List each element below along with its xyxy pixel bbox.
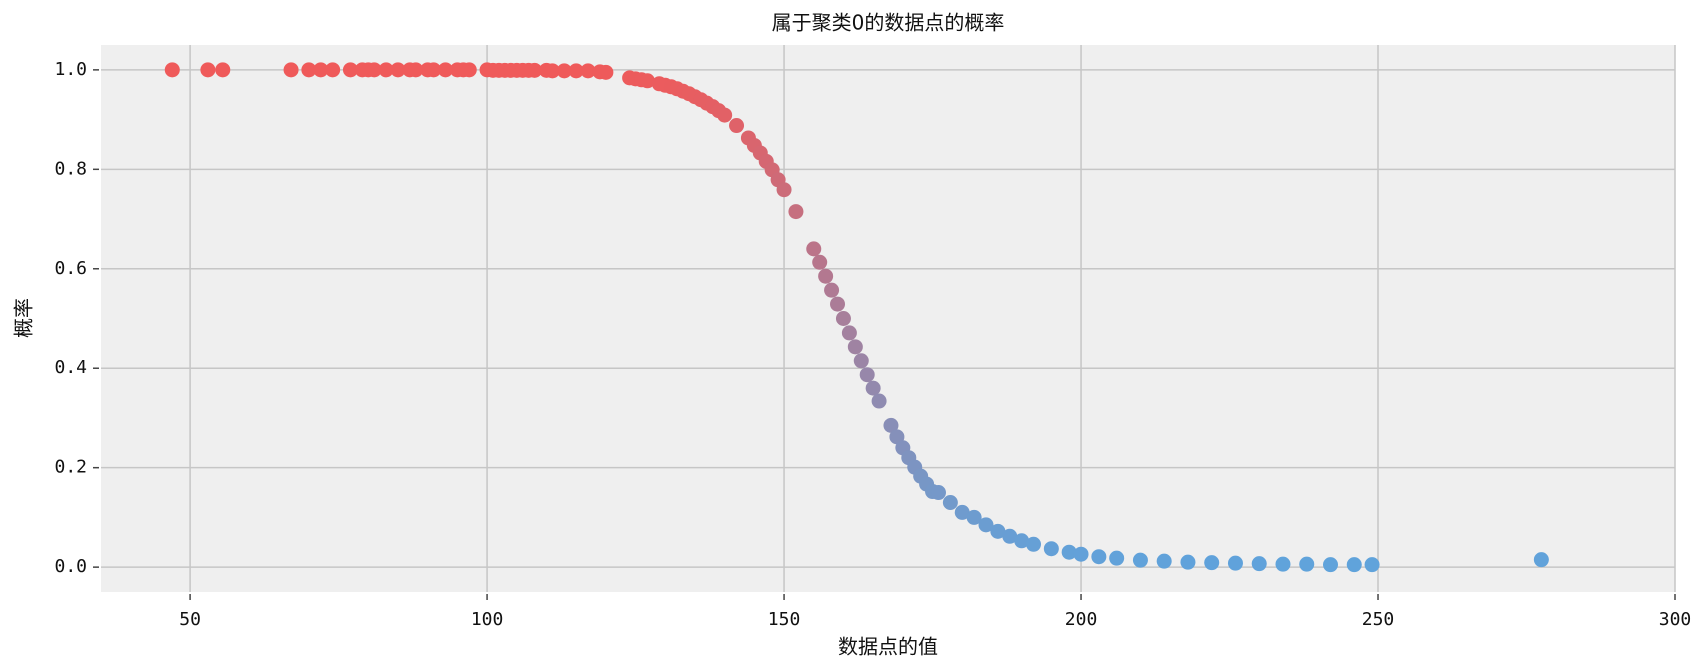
point [1204, 555, 1220, 571]
point [835, 311, 851, 326]
point [717, 107, 733, 123]
y-tick-label: 0.0 [54, 556, 87, 577]
point [1275, 556, 1291, 572]
point [366, 62, 382, 78]
point [853, 353, 869, 369]
point [966, 509, 982, 525]
point [871, 393, 887, 409]
point [889, 429, 905, 445]
point [788, 204, 804, 220]
point [426, 62, 442, 78]
point [568, 63, 584, 79]
point [1180, 554, 1196, 570]
point [580, 63, 596, 79]
x-tick-label: 250 [1362, 609, 1395, 630]
point [390, 62, 406, 78]
point [812, 254, 828, 270]
y-tick-label: 0.6 [54, 258, 87, 279]
point [1533, 552, 1549, 568]
point [841, 325, 857, 341]
point [818, 268, 834, 284]
y-axis-label: 概率 [12, 298, 36, 338]
point [1061, 544, 1077, 560]
point [544, 63, 560, 79]
point [1299, 556, 1315, 572]
x-tick-label: 50 [179, 609, 201, 630]
point [283, 62, 299, 78]
point [378, 62, 394, 78]
point [437, 62, 453, 78]
point [408, 62, 424, 78]
point [978, 517, 994, 533]
point [527, 62, 543, 78]
point [313, 62, 329, 78]
point [930, 485, 946, 501]
point [1364, 557, 1380, 573]
point [1132, 552, 1148, 568]
point [806, 241, 822, 257]
x-tick-label: 300 [1659, 609, 1692, 630]
x-tick-label: 100 [471, 609, 504, 630]
x-axis-label: 数据点的值 [838, 635, 938, 659]
point [1091, 549, 1107, 565]
point [942, 494, 958, 510]
x-tick-label: 200 [1065, 609, 1098, 630]
y-tick-label: 0.2 [54, 457, 87, 478]
point [1073, 546, 1089, 562]
point [1323, 557, 1339, 573]
y-tick-label: 1.0 [54, 59, 87, 80]
point [342, 62, 358, 78]
point [598, 64, 614, 80]
point [1227, 555, 1243, 571]
point [1156, 553, 1172, 569]
chart-title: 属于聚类0的数据点的概率 [772, 11, 1005, 35]
point [990, 523, 1006, 539]
y-tick-label: 0.4 [54, 357, 87, 378]
point [215, 62, 231, 78]
point [200, 62, 216, 78]
point [776, 182, 792, 198]
point [859, 367, 875, 383]
point [883, 417, 899, 433]
point [325, 62, 341, 78]
point [847, 339, 863, 355]
point [830, 296, 846, 312]
point [1251, 556, 1267, 572]
point [1043, 541, 1059, 557]
point [556, 63, 572, 79]
point [1014, 533, 1030, 549]
point [639, 73, 655, 89]
x-tick-label: 150 [768, 609, 801, 630]
point [1109, 550, 1125, 566]
point [1002, 528, 1018, 544]
point [461, 62, 477, 78]
point [954, 504, 970, 520]
point [1026, 536, 1042, 552]
y-tick-label: 0.8 [54, 158, 87, 179]
point [729, 118, 745, 134]
point [1346, 557, 1362, 573]
plot-background [101, 45, 1675, 592]
point [865, 380, 881, 396]
point [824, 282, 840, 298]
point [164, 62, 180, 78]
point [301, 62, 317, 78]
